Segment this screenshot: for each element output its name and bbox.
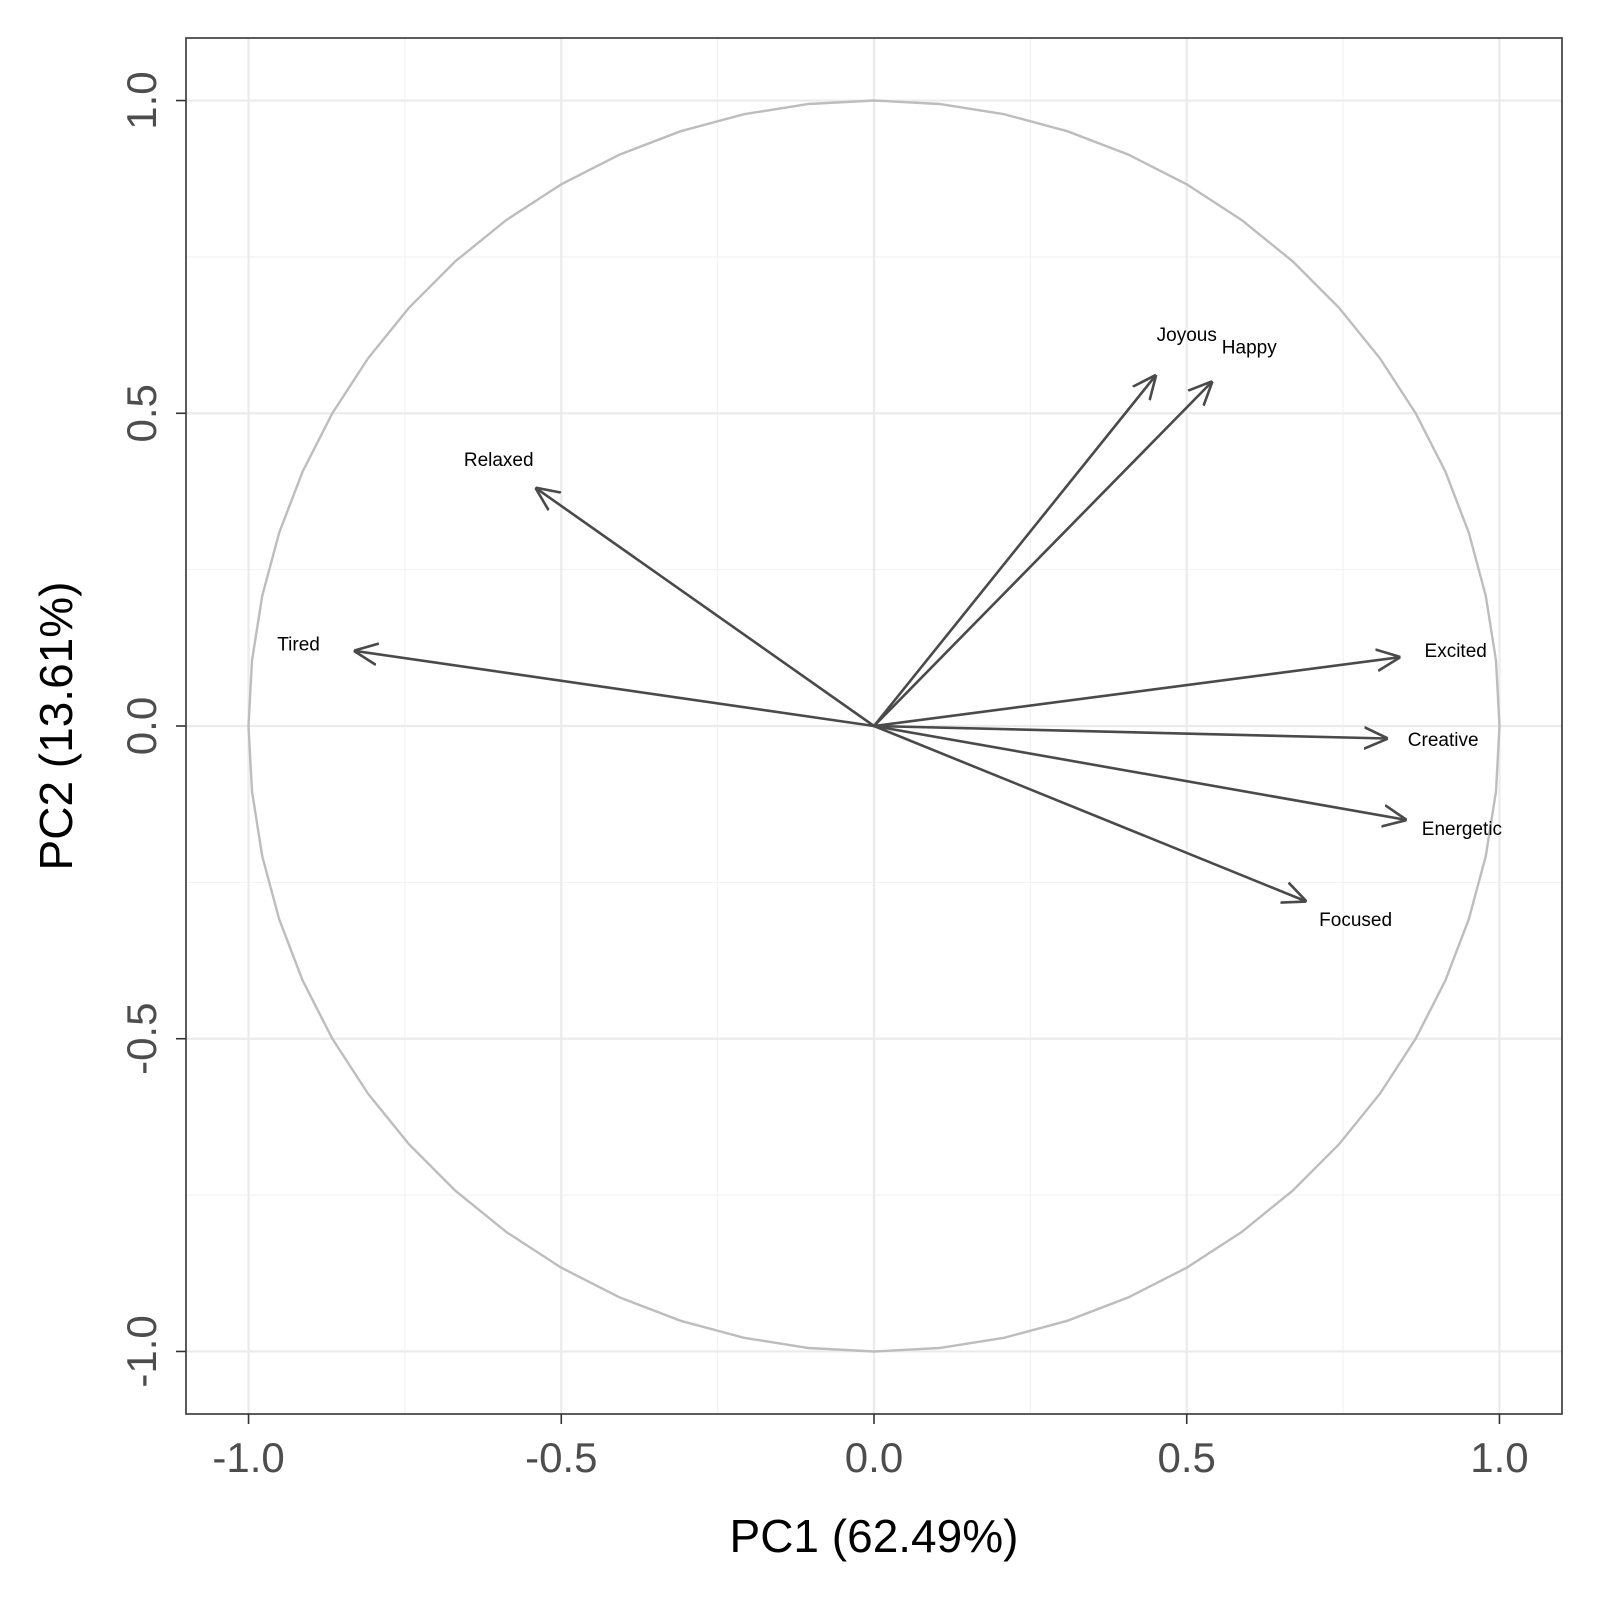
x-axis-ticks: -1.0 -0.5 0.0 0.5 1.0 <box>212 1414 1529 1481</box>
y-tick-label: -1.0 <box>118 1315 165 1387</box>
label-energetic: Energetic <box>1422 819 1502 840</box>
label-creative: Creative <box>1408 730 1479 751</box>
x-tick-label: 0.0 <box>845 1434 903 1481</box>
y-tick-label: 0.0 <box>118 697 165 755</box>
x-tick-label: 1.0 <box>1470 1434 1528 1481</box>
label-excited: Excited <box>1425 641 1487 662</box>
variable-arrows <box>355 376 1406 901</box>
label-relaxed: Relaxed <box>464 450 534 471</box>
arrow-tired <box>355 651 876 728</box>
y-tick-label: -0.5 <box>118 1003 165 1075</box>
y-tick-label: 0.5 <box>118 384 165 442</box>
arrow-energetic <box>872 724 1406 820</box>
arrow-joyous <box>872 376 1155 728</box>
x-tick-label: -1.0 <box>212 1434 284 1481</box>
label-happy: Happy <box>1222 338 1277 359</box>
arrow-focused <box>872 724 1306 901</box>
arrow-happy <box>872 382 1212 728</box>
x-tick-label: 0.5 <box>1158 1434 1216 1481</box>
unit-circle <box>247 99 1501 1353</box>
arrow-creative <box>872 724 1387 739</box>
x-axis-title: PC1 (62.49%) <box>730 1510 1019 1562</box>
y-axis-ticks: -1.0 -0.5 0.0 0.5 1.0 <box>118 71 186 1388</box>
x-tick-label: -0.5 <box>525 1434 597 1481</box>
y-axis-title: PC2 (13.61%) <box>30 582 82 871</box>
arrow-excited <box>872 657 1399 728</box>
y-tick-label: 1.0 <box>118 71 165 129</box>
label-joyous: Joyous <box>1157 325 1217 346</box>
label-tired: Tired <box>277 635 320 656</box>
arrow-relaxed <box>536 488 876 728</box>
label-focused: Focused <box>1319 910 1392 931</box>
